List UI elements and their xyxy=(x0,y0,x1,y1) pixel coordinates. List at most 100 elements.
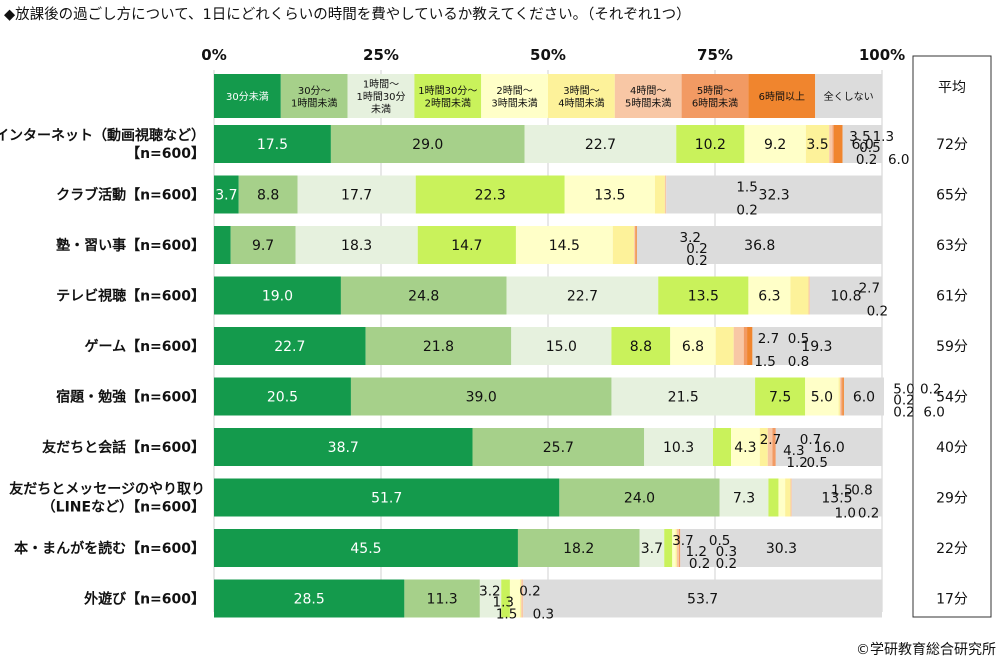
data-label: 19.0 xyxy=(262,289,293,305)
legend-label: 全くしない xyxy=(824,90,874,103)
bar-segment xyxy=(744,125,806,163)
data-label: 7.5 xyxy=(769,390,791,406)
data-label: 17.7 xyxy=(341,188,372,204)
data-label: 6.0 xyxy=(851,137,873,153)
bar-segment xyxy=(790,276,809,315)
bar-segment xyxy=(767,428,773,466)
category-label: 塾・習い事【n=600】 xyxy=(56,237,205,254)
bar-segment xyxy=(635,226,637,264)
bar-segment xyxy=(805,377,839,416)
data-label: 6.0 xyxy=(888,152,909,168)
category-label: 外遊び【n=600】 xyxy=(84,591,205,608)
data-label: 2.7 xyxy=(859,281,880,297)
bars: 17.5 29.0 22.7 10.2 9.2 3.5 6.03.5 1.30.50.2 6.0… xyxy=(214,125,945,623)
bar-segment xyxy=(675,529,677,567)
data-label: 18.2 xyxy=(563,541,594,557)
data-label: 0.2 xyxy=(736,203,757,219)
bar-segment xyxy=(214,276,341,315)
bar-segment xyxy=(778,478,786,517)
data-label: 4.3 xyxy=(783,443,804,459)
data-label: 0.5 xyxy=(806,455,827,471)
bar-segment xyxy=(838,377,840,416)
average-column-frame xyxy=(912,55,992,618)
average-value: 72分 xyxy=(936,137,968,153)
bar-segment xyxy=(295,226,418,264)
data-label: 13.5 xyxy=(688,289,719,305)
legend-swatch xyxy=(681,74,749,118)
bar-segment xyxy=(611,327,671,365)
legend-swatch xyxy=(815,74,882,118)
data-label: 36.8 xyxy=(744,238,775,254)
bar-segment xyxy=(214,125,331,163)
bar-segment xyxy=(523,579,882,618)
bar-segment xyxy=(733,327,744,365)
bar-segment xyxy=(611,377,756,416)
data-label: 3.7 xyxy=(215,188,237,204)
bar-segment xyxy=(511,327,612,365)
legend-label: 2時間未満 xyxy=(425,97,471,109)
legend-label: 未満 xyxy=(371,104,391,116)
bar-segment xyxy=(517,529,640,567)
bar-segment xyxy=(501,579,510,618)
data-label: 6.8 xyxy=(682,339,704,355)
data-label: 1.3 xyxy=(493,595,514,611)
data-label: 1.2 xyxy=(686,544,707,560)
data-label: 10.2 xyxy=(695,137,726,153)
category-label: インターネット（動画視聴など） xyxy=(0,127,205,144)
data-label: 28.5 xyxy=(294,592,325,608)
data-label: 3.2 xyxy=(680,230,701,246)
bar-segment xyxy=(472,428,645,466)
data-label: 0.8 xyxy=(788,354,809,370)
data-label: 6.3 xyxy=(758,289,780,305)
data-label: 17.5 xyxy=(257,137,288,153)
legend-label: 1時間30分～ xyxy=(418,85,477,97)
bar-segment xyxy=(214,226,231,264)
average-value: 65分 xyxy=(936,188,968,204)
category-label: 宿題・勉強【n=600】 xyxy=(56,389,205,406)
data-label: 25.7 xyxy=(543,440,574,456)
bar-segment xyxy=(519,579,522,618)
data-label: 9.7 xyxy=(252,238,274,254)
data-label: 22.7 xyxy=(274,339,305,355)
category-label: 【n=600】 xyxy=(126,146,205,162)
bar-segment xyxy=(841,377,843,416)
bar-segment xyxy=(747,327,753,365)
bar-segment xyxy=(743,327,748,365)
bar-segment xyxy=(842,377,844,416)
data-label: 0.2 xyxy=(856,152,877,168)
chart-title: ◆放課後の過ごし方について、1日にどれくらいの時間を費やしているか教えてください… xyxy=(4,6,691,23)
data-label: 14.5 xyxy=(549,238,580,254)
legend-swatch xyxy=(347,74,415,118)
data-label: 0.2 xyxy=(920,382,941,398)
data-label: 2.7 xyxy=(758,331,779,347)
legend-label: 6時間未満 xyxy=(692,97,738,109)
average-value: 40分 xyxy=(936,440,968,456)
bar-segment xyxy=(672,529,676,567)
average-value: 63分 xyxy=(936,238,968,254)
data-label: 1.5 xyxy=(496,607,517,623)
bar-segment xyxy=(829,125,833,163)
data-label: 0.2 xyxy=(867,304,888,320)
bar-segment xyxy=(238,175,298,214)
x-tick-label: 25% xyxy=(363,46,399,64)
bar-segment xyxy=(676,529,679,567)
x-tick-label: 100% xyxy=(859,46,905,64)
bar-segment xyxy=(509,579,520,618)
data-label: 1.0 xyxy=(835,506,856,522)
data-label: 1.2 xyxy=(786,455,807,471)
legend-swatch xyxy=(548,74,615,118)
bar-segment xyxy=(404,579,480,618)
data-label: 0.2 xyxy=(686,241,707,257)
data-label: 14.7 xyxy=(451,238,482,254)
average-column: 平均 72分 65分 63分 61分 59分 54分 40分 29分 22分 17分 xyxy=(912,55,992,618)
bar-segment xyxy=(791,478,882,517)
data-label: 10.8 xyxy=(830,289,861,305)
data-label: 6.0 xyxy=(853,390,875,406)
x-tick-label: 75% xyxy=(697,46,733,64)
data-label: 8.8 xyxy=(630,339,652,355)
data-label: 4.3 xyxy=(734,440,756,456)
data-label: 3.7 xyxy=(672,533,693,549)
legend-swatch xyxy=(280,74,348,118)
x-axis-ticks: 0% 25% 50% 75% 100% xyxy=(201,46,905,64)
data-label: 0.3 xyxy=(533,607,554,623)
